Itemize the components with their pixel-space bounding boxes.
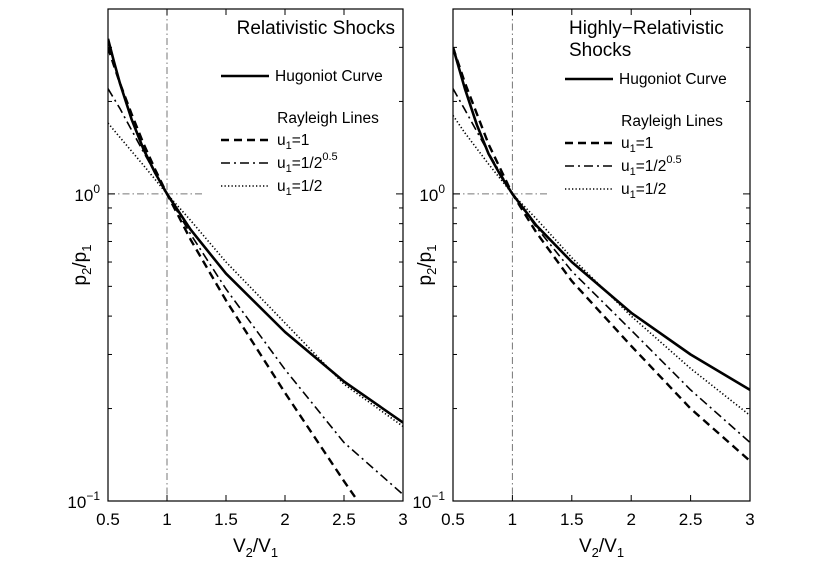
y-axis-label-sub: 1: [79, 245, 94, 252]
x-axis-label-sub: 1: [271, 545, 278, 560]
y-tick-base: 10: [67, 493, 86, 512]
legend-rayleigh-heading: Rayleigh Lines: [621, 113, 723, 130]
x-tick-label: 1: [508, 510, 517, 529]
x-tick-label: 1.5: [214, 510, 238, 529]
series-group: [108, 38, 403, 501]
y-tick-label: 10−1: [67, 489, 100, 512]
series-line-dashed: [453, 47, 750, 462]
chart-panel-1: 0.5 1 1.5 2 2.5 310−1100V2/V1p2/p1Relativisti…: [67, 8, 408, 560]
legend-entry-label: u1=1/20.5: [277, 151, 338, 175]
legend-value: =1/2: [636, 158, 667, 175]
legend-hugoniot-label: Hugoniot Curve: [619, 71, 727, 88]
x-tick-label: 2.5: [679, 510, 703, 529]
y-tick-exponent: 0: [93, 182, 100, 196]
y-tick-base: 10: [412, 493, 431, 512]
y-tick-label: 100: [74, 182, 100, 205]
y-axis-label: p2/p1: [70, 245, 94, 286]
legend-entry-label: u1=1: [277, 132, 309, 152]
legend-value: =1/2: [636, 181, 667, 198]
chart-panel-2: 0.5 1 1.5 2 2.5 310−1100V2/V1p2/p1Highly−Rela…: [412, 8, 755, 560]
x-axis-label: V2/V1: [233, 536, 278, 560]
x-tick-label: 2.5: [332, 510, 356, 529]
legend-sup: 0.5: [666, 154, 681, 166]
legend-value: =1: [292, 132, 310, 149]
legend-value: =1/2: [292, 178, 323, 195]
x-axis-label-v: V: [233, 536, 246, 557]
y-tick-label: 100: [419, 182, 445, 205]
x-axis-label: V2/V1: [579, 536, 624, 560]
series-line-dashdot: [108, 88, 403, 496]
x-axis-label-v: V: [579, 536, 592, 557]
legend-u: u: [621, 181, 630, 198]
y-tick-label: 10−1: [412, 489, 445, 512]
plot-frame: [107, 8, 404, 502]
series-line-solid: [453, 47, 750, 392]
plot-frame: [452, 8, 751, 502]
x-tick-label: 1: [162, 510, 171, 529]
series-group: [453, 47, 750, 462]
x-tick-label: 2: [626, 510, 635, 529]
x-tick-label: 0.5: [441, 510, 465, 529]
legend-sup: 0.5: [322, 151, 337, 163]
legend-entry-label: u1=1/2: [621, 181, 666, 201]
y-tick-base: 10: [74, 186, 93, 205]
legend-u: u: [621, 135, 630, 152]
legend-entry-label: u1=1/2: [277, 178, 322, 198]
legend-u: u: [277, 132, 286, 149]
x-tick-label: 0.5: [96, 510, 120, 529]
legend-sub: 1: [630, 166, 636, 178]
y-axis-label-sub: 1: [424, 245, 439, 252]
legend-u: u: [277, 178, 286, 195]
y-axis-label-sub: 2: [424, 268, 439, 275]
y-tick-base: 10: [419, 186, 438, 205]
legend-sub: 1: [630, 143, 636, 155]
x-tick-label: 1.5: [560, 510, 584, 529]
series-line-solid: [108, 38, 403, 424]
legend-sub: 1: [286, 140, 292, 152]
x-tick-label: 3: [745, 510, 754, 529]
legend-rayleigh-heading: Rayleigh Lines: [277, 110, 379, 127]
x-axis-label-v: /V: [253, 536, 271, 557]
y-axis-label-p: /p: [70, 252, 91, 268]
x-axis-label-sub: 2: [592, 545, 599, 560]
y-tick-exponent: −1: [431, 489, 445, 503]
chart-title: Highly−Relativistic: [569, 18, 724, 39]
y-tick-exponent: −1: [86, 489, 100, 503]
x-tick-label: 2: [280, 510, 289, 529]
x-axis-label-sub: 1: [617, 545, 624, 560]
legend-value: =1/2: [292, 155, 323, 172]
legend-value: =1: [636, 135, 654, 152]
y-axis-label-p: p: [70, 275, 91, 286]
chart-title: Shocks: [569, 40, 631, 61]
y-axis-label-sub: 2: [79, 268, 94, 275]
legend-sub: 1: [286, 163, 292, 175]
legend-entry-label: u1=1/20.5: [621, 154, 682, 178]
x-tick-label: 3: [398, 510, 407, 529]
series-line-dashed: [108, 47, 360, 501]
legend-hugoniot-label: Hugoniot Curve: [275, 68, 383, 85]
legend-entry-label: u1=1: [621, 135, 653, 155]
y-axis-label-p: p: [415, 275, 436, 286]
x-axis-label-v: /V: [599, 536, 617, 557]
legend-u: u: [621, 158, 630, 175]
y-axis-label-p: /p: [415, 252, 436, 268]
x-axis-label-sub: 2: [246, 545, 253, 560]
chart-title: Relativistic Shocks: [237, 18, 395, 39]
y-axis-label: p2/p1: [415, 245, 439, 286]
legend-sub: 1: [630, 189, 636, 201]
legend-u: u: [277, 155, 286, 172]
series-line-dashdot: [453, 88, 750, 444]
y-tick-exponent: 0: [438, 182, 445, 196]
legend-sub: 1: [286, 186, 292, 198]
